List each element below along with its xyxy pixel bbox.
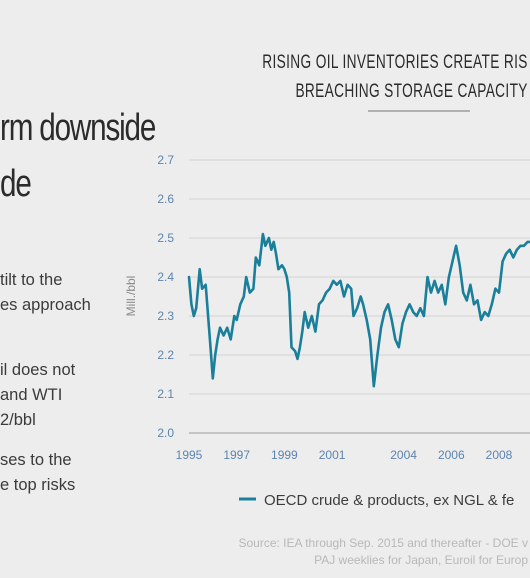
y-tick-label: 2.5 <box>157 231 174 245</box>
series-line-oecd <box>187 232 530 388</box>
legend-label: OECD crude & products, ex NGL & fe <box>264 492 514 509</box>
y-tick-label: 2.7 <box>157 153 174 167</box>
y-tick-label: 2.1 <box>157 387 174 401</box>
y-tick-label: 2.6 <box>157 192 174 206</box>
x-tick-label: 1999 <box>271 448 298 462</box>
body-text-line-7: e top risks <box>0 476 76 494</box>
x-tick-label: 2001 <box>319 448 346 462</box>
chart-title-line-1: RISING OIL INVENTORIES CREATE RIS <box>262 52 528 73</box>
x-tick-label: 1995 <box>176 448 203 462</box>
body-text-line-5: 2/bbl <box>0 411 36 429</box>
y-tick-label: 2.0 <box>157 426 174 440</box>
chart-title: RISING OIL INVENTORIES CREATE RIS BREACH… <box>262 48 528 106</box>
heading-line-1: rm downside <box>0 107 156 149</box>
body-text-line-4: and WTI <box>0 386 63 404</box>
y-axis-label: Mill./bbl <box>124 276 138 317</box>
body-text-line-3: il does not <box>0 361 76 379</box>
body-text-line-6: ses to the <box>0 451 72 469</box>
x-tick-label: 2006 <box>438 448 465 462</box>
heading-line-2: de <box>0 163 32 205</box>
source-line-1: Source: IEA through Sep. 2015 and therea… <box>238 536 528 550</box>
chart-title-line-2: BREACHING STORAGE CAPACITY <box>295 81 528 102</box>
y-tick-label: 2.2 <box>157 348 174 362</box>
title-underline <box>368 110 470 112</box>
source-line-2: PAJ weeklies for Japan, Euroil for Europ <box>314 553 528 567</box>
y-tick-label: 2.4 <box>157 270 174 284</box>
x-tick-label: 2008 <box>486 448 513 462</box>
x-tick-label: 2004 <box>390 448 417 462</box>
x-tick-label: 1997 <box>223 448 250 462</box>
y-tick-label: 2.3 <box>157 309 174 323</box>
body-text-line-1: tilt to the <box>0 271 63 289</box>
section-heading: rm downside de <box>0 100 156 212</box>
body-text-line-2: es approach <box>0 296 91 314</box>
